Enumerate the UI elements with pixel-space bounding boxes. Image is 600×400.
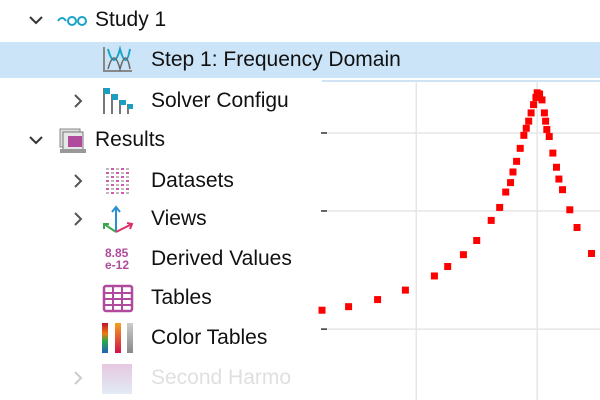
tree-item-second-harmonic[interactable]: Second Harmo (0, 359, 320, 397)
tree-item-results[interactable]: Results (0, 121, 320, 159)
data-point (545, 133, 553, 141)
data-point (401, 286, 409, 294)
data-point (509, 168, 517, 176)
data-point (374, 296, 382, 304)
data-point (543, 125, 551, 133)
data-point (520, 131, 528, 139)
plot-group-icon (100, 363, 134, 394)
data-point (507, 179, 515, 187)
results-icon (56, 125, 90, 155)
tree-item-step-1-frequency-domain[interactable]: Step 1: Frequency Domain (0, 42, 600, 78)
tree-item-datasets[interactable]: Datasets (0, 162, 320, 200)
chevron-down-icon[interactable] (26, 130, 46, 150)
data-point (542, 117, 550, 125)
chevron-right-icon[interactable] (68, 91, 88, 111)
chevron-right-icon[interactable] (68, 171, 88, 191)
tree-item-solver-configurations[interactable]: Solver Configu (0, 82, 320, 120)
tree-item-label: Second Harmo (151, 366, 292, 389)
data-point (549, 149, 557, 157)
data-point (473, 237, 481, 244)
chevron-right-icon[interactable] (68, 209, 88, 229)
tree-item-color-tables[interactable]: Color Tables (0, 319, 320, 357)
data-point (487, 216, 495, 224)
data-point (573, 224, 581, 232)
tree-item-label: Solver Configu (151, 89, 289, 112)
data-point (527, 109, 535, 117)
data-point (525, 117, 533, 125)
data-point (552, 163, 560, 171)
tree-item-study-1[interactable]: Study 1 (0, 1, 320, 39)
color-tables-icon (100, 323, 134, 353)
data-point (522, 124, 530, 132)
data-point (566, 206, 574, 214)
tree-item-label: Datasets (151, 169, 234, 192)
data-point (345, 303, 353, 311)
tree-item-label: Derived Values (151, 247, 292, 270)
tree-item-views[interactable]: Views (0, 200, 320, 238)
data-point (540, 109, 548, 117)
data-point (430, 272, 438, 280)
tree-item-label: Results (95, 128, 166, 151)
tree-item-label: Study 1 (95, 8, 167, 31)
data-point (502, 188, 510, 196)
data-point (318, 306, 326, 314)
frequency-domain-icon (100, 45, 134, 75)
data-point (444, 262, 452, 270)
data-point (496, 203, 504, 211)
chevron-right-icon[interactable] (68, 368, 88, 388)
data-point (588, 249, 596, 257)
data-point (536, 90, 544, 98)
data-point (559, 186, 567, 194)
data-point (532, 94, 540, 102)
data-point (530, 101, 538, 109)
tree-item-label: Tables (151, 286, 212, 309)
data-point (538, 96, 546, 104)
tree-item-derived-values[interactable]: 8.85 e-12 Derived Values (0, 240, 320, 278)
views-icon (100, 204, 134, 234)
data-point (516, 144, 524, 152)
tree-item-label: Step 1: Frequency Domain (151, 48, 401, 71)
chevron-down-icon[interactable] (26, 10, 46, 30)
tree-item-label: Views (151, 207, 207, 230)
data-point (459, 251, 467, 259)
derived-values-icon: 8.85 e-12 (104, 246, 130, 272)
tree-item-tables[interactable]: Tables (0, 279, 320, 317)
data-point (513, 157, 521, 165)
tree-item-label: Color Tables (151, 326, 268, 349)
tables-icon (100, 283, 134, 313)
datasets-icon (100, 166, 134, 196)
study-icon (56, 5, 90, 35)
data-point (555, 175, 563, 183)
solver-configurations-icon (100, 86, 134, 116)
